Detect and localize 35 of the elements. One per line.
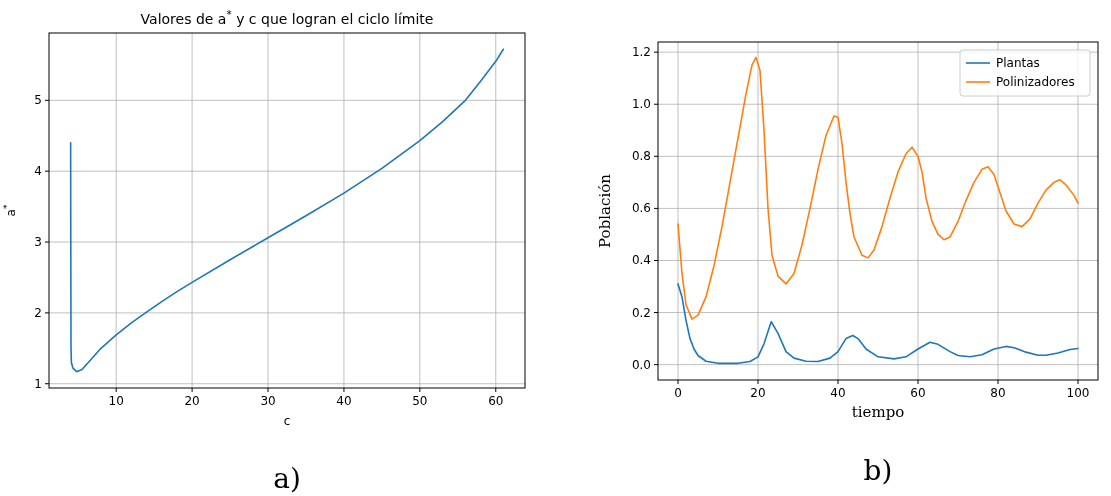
y-tick-label: 0.2 [631,305,651,320]
y-tick-label: 1.0 [631,97,651,112]
x-tick-label: 80 [990,386,1006,400]
chart-title: Valores de a$^{*}$ y c que logran el ciclo límite [140,8,434,27]
x-tick-label: 30 [260,394,276,408]
y-tick-label: 4 [34,164,42,179]
y-tick-label: 2 [34,305,42,320]
y-tick-label: 1.2 [631,45,651,60]
y-axis-title: Población [596,173,614,248]
x-tick-label: 20 [750,386,766,400]
y-tick-label: 3 [34,235,42,250]
x-axis-title: tiempo [851,403,905,421]
y-tick-label: 0.6 [631,201,651,216]
x-tick-label: 50 [412,394,428,408]
y-tick-label: 0.0 [631,357,651,372]
legend-label: Polinizadores [996,75,1075,89]
x-tick-label: 100 [1066,386,1090,400]
x-tick-label: 60 [910,386,926,400]
text: b) [863,454,893,487]
x-tick-label: 40 [830,386,846,400]
legend-label: Plantas [996,56,1040,70]
y-tick-label: 1 [34,376,42,391]
x-axis-title: c [283,414,291,428]
x-tick-label: 60 [488,394,504,408]
line-series [677,56,1079,320]
line-series [677,283,1079,365]
x-tick-label: 0 [674,386,682,400]
y-tick-label: 0.8 [631,149,651,164]
y-tick-label: 5 [34,93,42,108]
y-tick-label: 0.4 [631,253,651,268]
line-series [69,48,505,373]
x-tick-label: 10 [108,394,124,408]
x-tick-label: 20 [184,394,200,408]
text: a) [273,462,301,495]
x-tick-label: 40 [336,394,352,408]
